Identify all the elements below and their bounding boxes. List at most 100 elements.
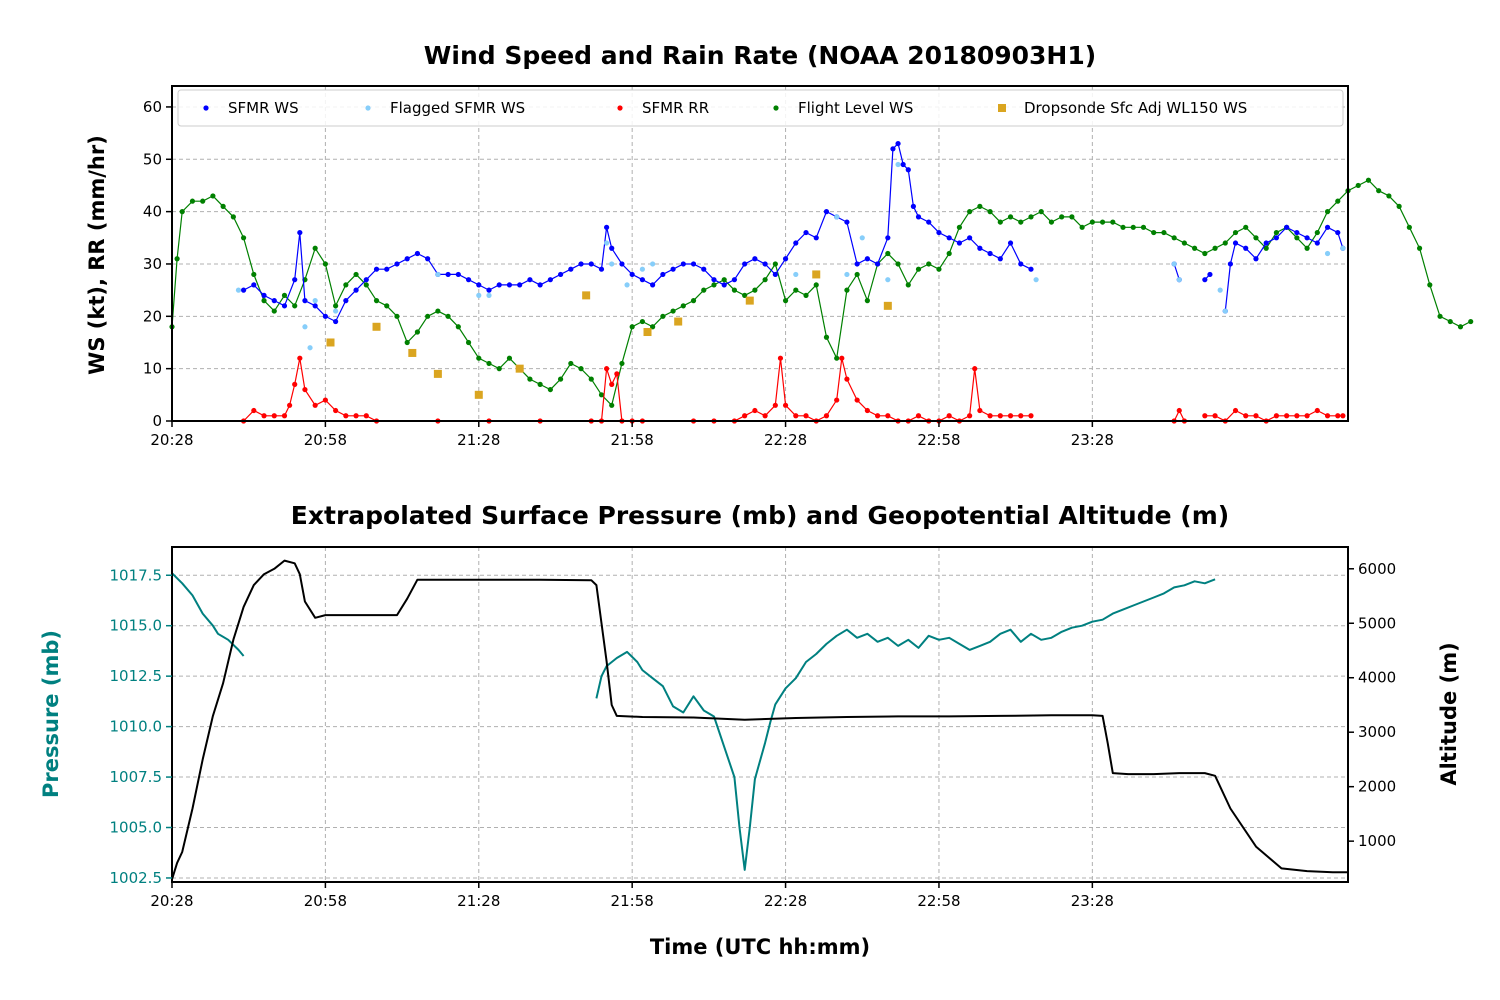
data-point xyxy=(1028,413,1034,419)
bottom-left-y-axis-label: Pressure (mb) xyxy=(39,630,63,798)
data-point xyxy=(1335,229,1341,236)
data-point xyxy=(1007,240,1014,246)
data-point xyxy=(363,413,369,419)
data-point xyxy=(179,209,185,215)
data-point xyxy=(885,413,891,419)
data-point xyxy=(629,271,635,278)
data-point xyxy=(271,298,277,304)
data-point xyxy=(486,292,492,298)
y-tick-label: 1017.5 xyxy=(110,566,163,584)
data-point xyxy=(1130,224,1136,230)
data-point xyxy=(772,402,778,408)
data-point xyxy=(812,270,821,279)
data-point xyxy=(967,413,973,419)
data-point xyxy=(404,256,410,262)
data-point xyxy=(762,413,768,419)
data-point xyxy=(1447,318,1453,325)
data-point xyxy=(292,303,298,309)
data-point xyxy=(1212,245,1218,251)
data-point xyxy=(609,261,615,267)
data-point xyxy=(322,313,328,319)
series-line xyxy=(243,142,1032,323)
x-tick-label: 21:58 xyxy=(611,892,654,910)
y-tick-label: 10 xyxy=(143,360,162,378)
data-point xyxy=(1018,413,1024,419)
data-point xyxy=(895,261,901,267)
x-tick-label: 20:28 xyxy=(150,431,193,449)
data-point xyxy=(343,298,349,304)
legend-label: SFMR WS xyxy=(228,99,299,117)
data-point xyxy=(486,360,492,367)
data-point xyxy=(823,209,830,215)
data-point xyxy=(777,355,784,361)
data-point xyxy=(997,219,1003,225)
y2-tick-label: 5000 xyxy=(1358,614,1396,632)
data-point xyxy=(1202,250,1208,257)
data-point xyxy=(772,271,778,278)
data-point xyxy=(1176,407,1182,414)
data-point xyxy=(956,240,963,246)
data-point xyxy=(875,261,881,267)
data-point xyxy=(650,261,656,267)
data-point xyxy=(506,282,513,288)
data-point xyxy=(515,364,524,373)
data-point xyxy=(1457,324,1464,330)
data-point xyxy=(333,303,339,309)
data-point xyxy=(582,291,591,300)
data-point xyxy=(353,287,359,293)
data-point xyxy=(292,277,298,283)
data-point xyxy=(997,413,1003,419)
data-point xyxy=(1340,413,1346,419)
data-point xyxy=(721,282,727,288)
data-point xyxy=(353,413,359,419)
legend: SFMR WS Flagged SFMR WS SFMR RR Flight Leve… xyxy=(177,89,1344,127)
data-point xyxy=(435,271,441,278)
data-point xyxy=(414,250,421,257)
data-point xyxy=(1018,261,1024,267)
data-point xyxy=(1099,219,1106,225)
legend-marker xyxy=(203,105,209,111)
data-point xyxy=(200,198,206,204)
data-point xyxy=(363,282,369,288)
top-y-axis-label: WS (kt), RR (mm/hr) xyxy=(85,135,109,375)
data-point xyxy=(476,355,482,361)
data-point xyxy=(287,402,293,408)
data-point xyxy=(782,256,789,262)
data-point xyxy=(1468,318,1474,325)
data-point xyxy=(742,261,748,267)
data-point xyxy=(639,266,646,272)
data-point xyxy=(578,261,584,267)
data-point xyxy=(742,413,748,419)
data-point xyxy=(752,256,758,262)
data-point xyxy=(1202,413,1208,419)
data-point xyxy=(711,277,717,283)
data-point xyxy=(987,250,993,257)
data-point xyxy=(936,266,942,272)
data-point xyxy=(240,235,247,241)
data-point xyxy=(486,287,492,293)
data-point xyxy=(1335,198,1341,204)
y-tick-label: 1002.5 xyxy=(110,869,163,887)
data-point xyxy=(1202,277,1208,283)
series-flagged-sfmr-ws xyxy=(235,161,1346,351)
data-point xyxy=(476,282,482,288)
data-point xyxy=(643,328,652,337)
data-point xyxy=(1324,413,1331,419)
y-tick-label: 50 xyxy=(143,150,162,168)
data-point xyxy=(1253,256,1259,262)
data-point xyxy=(333,407,339,414)
data-point xyxy=(1304,245,1310,251)
data-point xyxy=(373,266,380,272)
data-point xyxy=(624,282,630,288)
data-point xyxy=(588,376,594,382)
x-tick-label: 21:28 xyxy=(457,892,500,910)
data-point xyxy=(1069,214,1075,220)
data-point xyxy=(1007,214,1014,220)
data-point xyxy=(745,296,754,305)
data-point xyxy=(1294,413,1300,419)
data-point xyxy=(604,240,610,246)
data-point xyxy=(251,282,257,288)
y-tick-label: 20 xyxy=(143,307,162,325)
y-tick-label: 40 xyxy=(143,203,162,221)
data-point xyxy=(1212,413,1218,419)
